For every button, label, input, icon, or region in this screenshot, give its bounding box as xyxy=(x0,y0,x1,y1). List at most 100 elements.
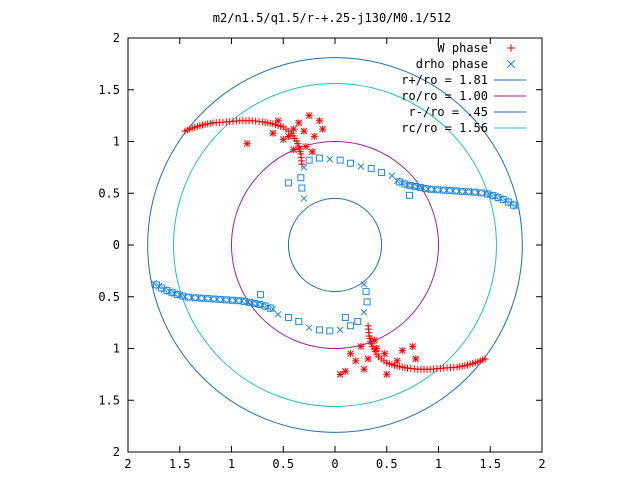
x-tick-label: 1.5 xyxy=(479,457,501,471)
axis-ticks: 2 1.5 1 0.5 0 0.5 1 1.5 221.510.500.511.52 xyxy=(98,31,545,471)
drho-phase-point xyxy=(347,159,355,167)
drho-phase-point xyxy=(229,296,237,304)
legend-label: W phase xyxy=(437,41,488,55)
x-tick-label: 1 xyxy=(435,457,442,471)
drho-phase-point xyxy=(197,294,205,302)
drho-phase-point xyxy=(204,295,212,303)
circle-1 xyxy=(231,141,439,349)
w-phase-point xyxy=(290,146,297,154)
w-phase-point xyxy=(370,336,378,344)
drho-phase-point xyxy=(274,310,282,318)
reference-circles xyxy=(147,57,523,433)
drho-phase-point xyxy=(326,327,334,335)
w-phase-point xyxy=(412,355,420,363)
legend-entry: W phase xyxy=(437,41,515,55)
x-tick-label: 2 xyxy=(124,457,131,471)
y-tick-label: 0.5 xyxy=(98,186,120,200)
x-tick-label: 0.5 xyxy=(376,457,398,471)
legend-label: r-/ro = .45 xyxy=(409,105,488,119)
y-tick-label: 1 xyxy=(113,135,120,149)
circle-2 xyxy=(287,197,383,293)
legend-entry: drho phase xyxy=(416,57,516,71)
drho-phase-point xyxy=(295,318,303,326)
drho-phase-point xyxy=(256,291,264,299)
w-phase-point xyxy=(352,357,360,365)
w-phase-point xyxy=(347,350,354,358)
drho-phase-point xyxy=(326,155,334,163)
w-phase-point xyxy=(274,117,282,125)
drho-phase-point xyxy=(458,187,466,195)
legend-entry: r-/ro = .45 xyxy=(409,105,526,119)
x-tick-label: 2 xyxy=(538,457,545,471)
legend-label: r+/ro = 1.81 xyxy=(401,73,488,87)
y-tick-label: 2 xyxy=(113,445,120,459)
drho-phase-point xyxy=(465,188,473,196)
drho-phase-point xyxy=(360,308,368,316)
x-tick-label: 1.5 xyxy=(169,457,191,471)
drho-phase-point xyxy=(378,169,386,177)
w-phase-point xyxy=(308,148,316,156)
x-tick-label: 0 xyxy=(331,457,338,471)
x-tick-label: 0.5 xyxy=(272,457,294,471)
drho-phase-point xyxy=(363,298,371,306)
drho-phase-point xyxy=(336,156,344,164)
drho-phase-point xyxy=(210,295,218,303)
w-phase-point xyxy=(295,119,303,127)
w-phase-point xyxy=(383,371,391,378)
drho-phase-point xyxy=(315,154,323,162)
legend-label: rc/ro = 1.56 xyxy=(401,121,488,135)
drho-phase-point xyxy=(362,288,370,296)
chart-title: m2/n1.5/q1.5/r-+.25-j130/M0.1/512 xyxy=(213,11,451,25)
drho-phase-point xyxy=(427,185,435,193)
y-tick-label: 0.5 xyxy=(98,290,120,304)
drho-phase-point xyxy=(305,156,313,164)
w-phase-point xyxy=(364,355,372,363)
w-phase-point xyxy=(300,127,308,135)
w-phase-point xyxy=(336,371,344,378)
w-phase-point xyxy=(341,367,349,375)
w-phase-point xyxy=(393,357,401,365)
drho-phase-point xyxy=(360,280,368,288)
drho-phase-point xyxy=(341,313,349,321)
drho-phase-point xyxy=(393,177,401,185)
drho-phase-point xyxy=(357,162,365,170)
w-phase-point xyxy=(302,143,310,151)
legend-swatch xyxy=(507,44,515,52)
legend-entry: ro/ro = 1.00 xyxy=(401,89,526,103)
drho-phase-point xyxy=(406,191,414,199)
w-phase-point xyxy=(357,343,365,350)
drho-phase-point xyxy=(235,297,243,305)
y-tick-label: 0 xyxy=(113,238,120,252)
w-phase-point xyxy=(364,322,372,330)
w-phase-point xyxy=(279,136,287,143)
drho-phase-point xyxy=(300,164,308,171)
drho-phase-point xyxy=(433,186,441,194)
drho-phase-point xyxy=(300,195,308,202)
drho-phase-point xyxy=(298,184,306,192)
w-phase-point xyxy=(269,129,277,137)
drho-phase-point xyxy=(284,179,292,187)
drho-phase-point xyxy=(446,187,454,195)
drho-phase-point xyxy=(222,296,230,304)
drho-phase-point xyxy=(269,305,277,313)
drho-phase-point xyxy=(297,174,305,182)
drho-phase-point xyxy=(216,295,224,303)
w-phase-point xyxy=(398,347,406,354)
legend-label: drho phase xyxy=(416,57,488,71)
drho-phase-point xyxy=(315,326,323,334)
w-phase-point xyxy=(290,125,297,133)
legend-swatch xyxy=(506,59,516,69)
legend-label: ro/ro = 1.00 xyxy=(401,89,488,103)
w-phase-point xyxy=(373,345,380,352)
drho-phase-point xyxy=(354,318,362,326)
w-phase-point xyxy=(319,125,326,133)
legend-entry: r+/ro = 1.81 xyxy=(401,73,526,87)
w-phase-point xyxy=(305,112,313,119)
legend: W phase drho phase r+/ro = 1.81 ro/ro = 1.0… xyxy=(401,41,526,135)
y-tick-label: 1.5 xyxy=(98,393,120,407)
drho-phase-point xyxy=(347,322,355,330)
circle-3 xyxy=(173,83,497,407)
w-phase-point xyxy=(243,140,251,147)
y-tick-label: 2 xyxy=(113,31,120,45)
